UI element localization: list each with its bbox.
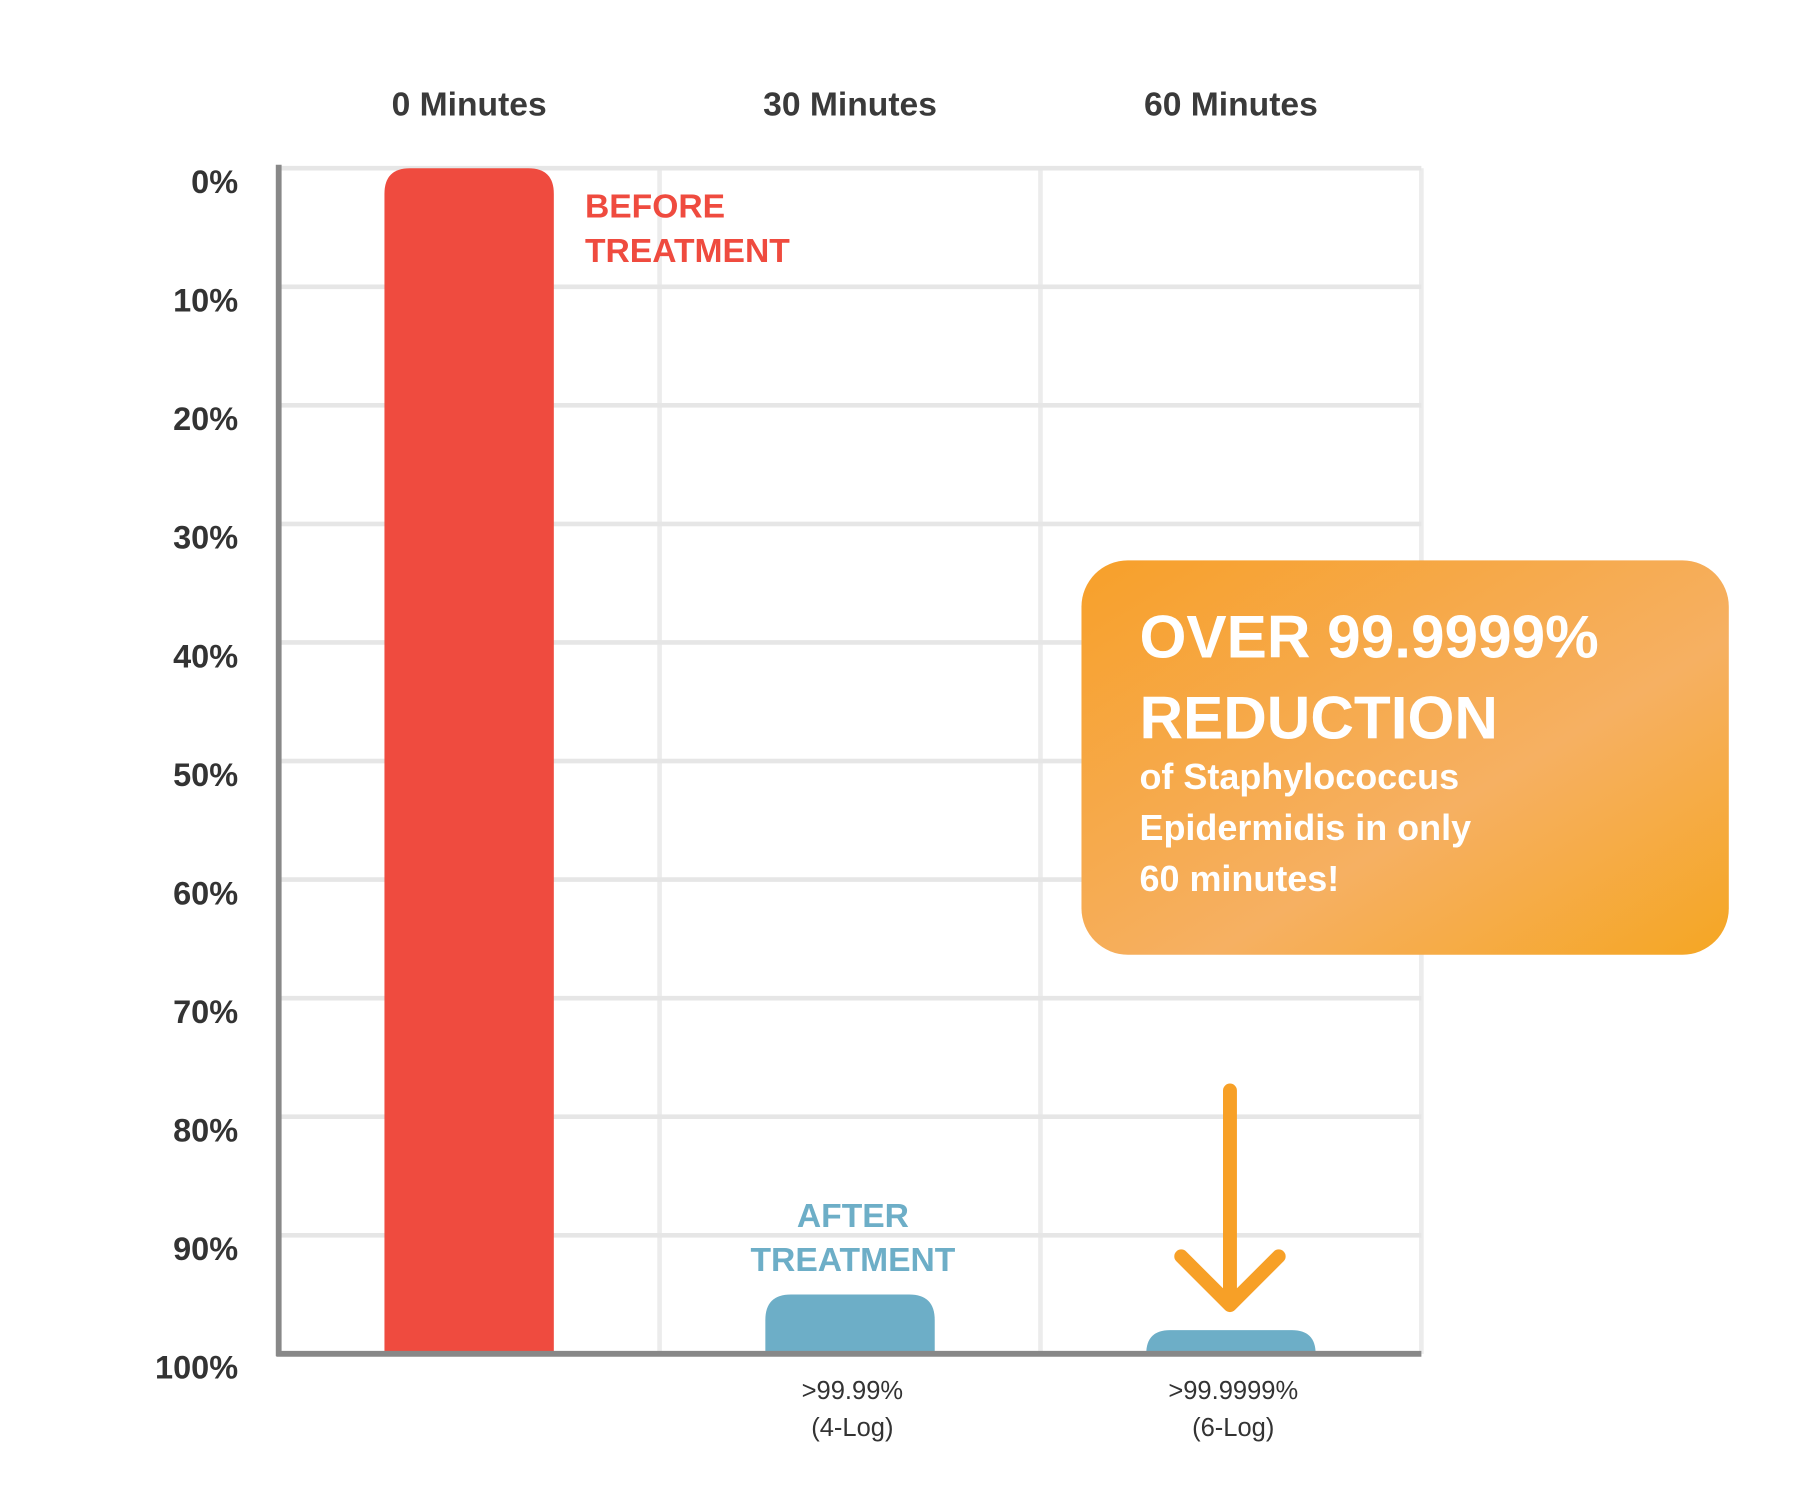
bar <box>1146 1330 1316 1354</box>
after-label: TREATMENT <box>751 1242 956 1279</box>
bar <box>765 1294 935 1354</box>
y-tick-label: 30% <box>173 520 238 556</box>
bar-note: >99.99% <box>802 1377 903 1405</box>
callout-headline: OVER 99.9999% <box>1139 602 1598 670</box>
y-tick-label: 90% <box>173 1231 238 1267</box>
bar <box>384 168 554 1354</box>
arrow <box>1174 1083 1286 1313</box>
after-label: AFTER <box>797 1198 909 1235</box>
y-tick-label: 100% <box>155 1350 238 1386</box>
x-category-label: 30 Minutes <box>763 87 937 124</box>
y-tick-label: 0% <box>191 164 238 200</box>
callout-box <box>1081 560 1729 955</box>
y-tick-label: 80% <box>173 1113 238 1149</box>
before-label: TREATMENT <box>585 233 790 270</box>
y-tick-label: 20% <box>173 401 238 437</box>
y-tick-label: 60% <box>173 875 238 911</box>
y-tick-label: 40% <box>173 638 238 674</box>
callout-body: 60 minutes! <box>1139 858 1339 899</box>
before-label: BEFORE <box>585 189 725 226</box>
y-tick-label: 70% <box>173 994 238 1030</box>
bar-note: (6-Log) <box>1192 1414 1274 1442</box>
callout-body: Epidermidis in only <box>1139 807 1471 848</box>
bar-note: (4-Log) <box>811 1414 893 1442</box>
x-category-label: 0 Minutes <box>392 87 547 124</box>
bar-note: >99.9999% <box>1168 1377 1298 1405</box>
y-tick-label: 10% <box>173 283 238 319</box>
callout-headline: REDUCTION <box>1139 684 1498 752</box>
x-category-label: 60 Minutes <box>1144 87 1318 124</box>
callout-body: of Staphylococcus <box>1139 756 1459 797</box>
y-tick-label: 50% <box>173 757 238 793</box>
